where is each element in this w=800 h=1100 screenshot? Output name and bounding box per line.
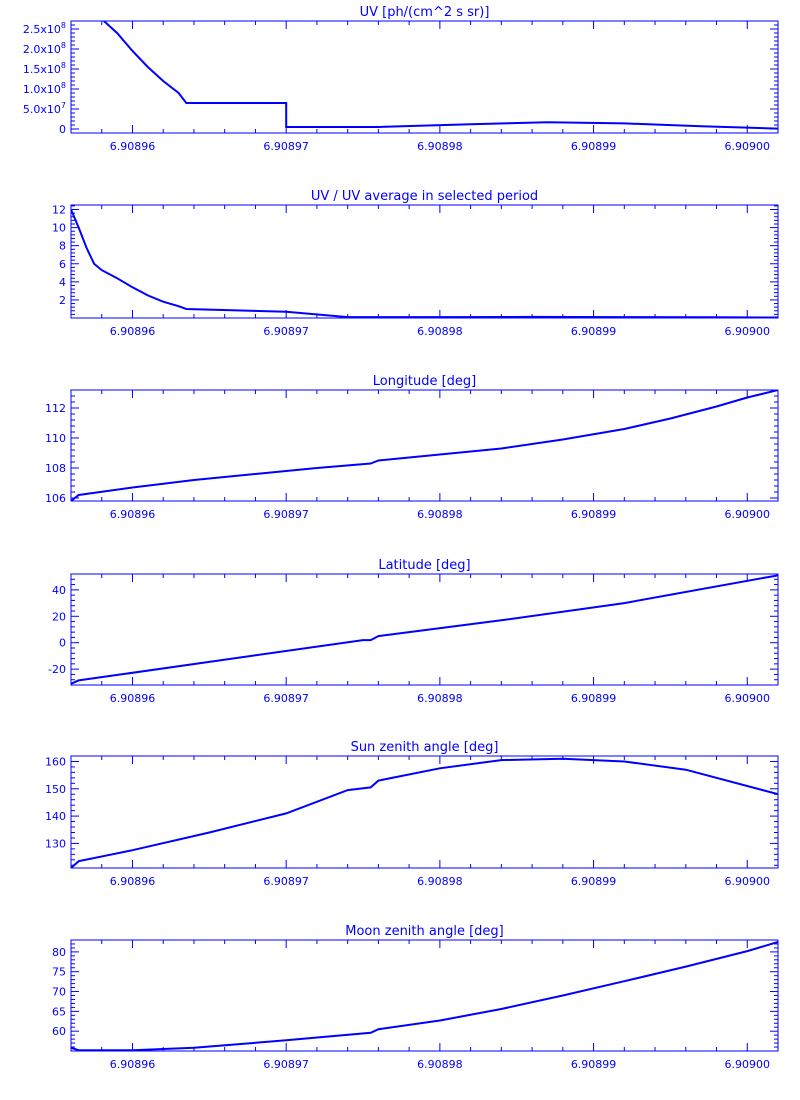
series-line — [71, 941, 778, 1051]
x-tick-label: 6.90899 — [571, 875, 617, 888]
y-tick-mantissa: 0 — [59, 123, 66, 136]
x-tick-label: 6.90898 — [417, 1058, 463, 1071]
y-tick-label: 4 — [59, 276, 66, 289]
x-tick-label: 6.90898 — [417, 692, 463, 705]
x-tick-label: 6.90900 — [725, 508, 771, 521]
x-tick-label: 6.90896 — [110, 692, 156, 705]
series-line — [71, 209, 778, 318]
panel-title: Longitude [deg] — [373, 374, 476, 389]
x-tick-label: 6.90897 — [263, 875, 309, 888]
x-tick-label: 6.90899 — [571, 325, 617, 338]
y-tick-label: 65 — [52, 1005, 66, 1018]
plot-frame — [70, 939, 779, 1052]
y-tick-label: 2 — [59, 294, 66, 307]
x-tick-label: 6.90896 — [110, 1058, 156, 1071]
panel-title: Latitude [deg] — [378, 558, 470, 573]
y-tick-label: 5.0x107 — [23, 101, 66, 116]
y-tick-label: 70 — [52, 986, 66, 999]
x-tick-label: 6.90899 — [571, 508, 617, 521]
x-tick-label: 6.90900 — [725, 875, 771, 888]
series-line — [71, 574, 778, 685]
y-tick-mantissa: 2.0x10 — [23, 43, 61, 56]
x-tick-label: 6.90900 — [725, 140, 771, 153]
y-tick-mantissa: 5.0x10 — [23, 103, 61, 116]
y-tick-label: 75 — [52, 966, 66, 979]
y-tick-label: 0 — [59, 123, 66, 136]
panel-title: Sun zenith angle [deg] — [351, 740, 499, 755]
x-tick-label: 6.90898 — [417, 140, 463, 153]
x-tick-label: 6.90900 — [725, 325, 771, 338]
y-tick-label: 20 — [52, 610, 66, 623]
y-tick-exponent: 8 — [61, 61, 66, 70]
x-tick-label: 6.90898 — [417, 508, 463, 521]
panel-title: UV / UV average in selected period — [311, 189, 538, 204]
y-tick-label: 106 — [45, 492, 66, 505]
x-tick-label: 6.90899 — [571, 140, 617, 153]
series-line — [71, 757, 778, 868]
panel-5: Sun zenith angle [deg] 6.90896 6.90897 6.90… — [45, 740, 779, 888]
y-tick-mantissa: 1.0x10 — [23, 83, 61, 96]
panel-1: UV [ph/(cm^2 s sr)] 6.90896 6.90897 6.90898… — [23, 5, 779, 153]
y-tick-label: 160 — [45, 755, 66, 768]
x-tick-label: 6.90898 — [417, 875, 463, 888]
y-tick-label: 8 — [59, 240, 66, 253]
y-tick-label: 108 — [45, 462, 66, 475]
plot-frame — [70, 755, 779, 869]
x-tick-label: 6.90896 — [110, 140, 156, 153]
x-tick-label: 6.90896 — [110, 508, 156, 521]
plot-frame — [70, 573, 779, 686]
y-tick-mantissa: 2.5x10 — [23, 23, 61, 36]
y-tick-mantissa: 1.5x10 — [23, 63, 61, 76]
x-tick-label: 6.90900 — [725, 1058, 771, 1071]
y-tick-exponent: 7 — [61, 101, 66, 110]
y-tick-label: 1.5x108 — [23, 61, 66, 76]
panel-6: Moon zenith angle [deg] 6.90896 6.90897 6.9… — [52, 924, 779, 1071]
y-tick-label: -20 — [48, 663, 66, 676]
x-tick-label: 6.90896 — [110, 325, 156, 338]
panel-title: Moon zenith angle [deg] — [345, 924, 503, 939]
y-tick-label: 6 — [59, 258, 66, 271]
y-tick-label: 60 — [52, 1025, 66, 1038]
y-tick-label: 140 — [45, 810, 66, 823]
series-line — [71, 390, 778, 501]
y-tick-label: 80 — [52, 946, 66, 959]
x-tick-label: 6.90900 — [725, 692, 771, 705]
x-tick-label: 6.90897 — [263, 508, 309, 521]
y-tick-label: 2.5x108 — [23, 21, 66, 36]
x-tick-label: 6.90897 — [263, 692, 309, 705]
y-tick-label: 2.0x108 — [23, 41, 66, 56]
plot-frame — [70, 204, 779, 319]
x-tick-label: 6.90897 — [263, 325, 309, 338]
x-tick-label: 6.90897 — [263, 1058, 309, 1071]
panel-title: UV [ph/(cm^2 s sr)] — [360, 5, 490, 20]
plot-frame — [70, 20, 779, 134]
panel-3: Longitude [deg] 6.90896 6.90897 6.90898 6.90… — [45, 374, 779, 521]
y-tick-exponent: 8 — [61, 41, 66, 50]
x-tick-label: 6.90899 — [571, 1058, 617, 1071]
x-tick-label: 6.90896 — [110, 875, 156, 888]
y-tick-label: 150 — [45, 783, 66, 796]
x-tick-label: 6.90898 — [417, 325, 463, 338]
y-tick-label: 12 — [52, 204, 66, 217]
series-line — [102, 21, 778, 130]
y-tick-exponent: 8 — [61, 21, 66, 30]
y-tick-exponent: 8 — [61, 81, 66, 90]
plot-frame — [70, 389, 779, 502]
y-tick-label: 112 — [45, 402, 66, 415]
x-tick-label: 6.90899 — [571, 692, 617, 705]
y-tick-label: 110 — [45, 432, 66, 445]
panel-2: UV / UV average in selected period 6.9089… — [52, 189, 779, 338]
y-tick-label: 1.0x108 — [23, 81, 66, 96]
panel-4: Latitude [deg] 6.90896 6.90897 6.90898 6.908… — [48, 558, 779, 705]
y-tick-label: 130 — [45, 837, 66, 850]
y-tick-label: 0 — [59, 637, 66, 650]
x-tick-label: 6.90897 — [263, 140, 309, 153]
y-tick-label: 10 — [52, 222, 66, 235]
y-tick-label: 40 — [52, 584, 66, 597]
